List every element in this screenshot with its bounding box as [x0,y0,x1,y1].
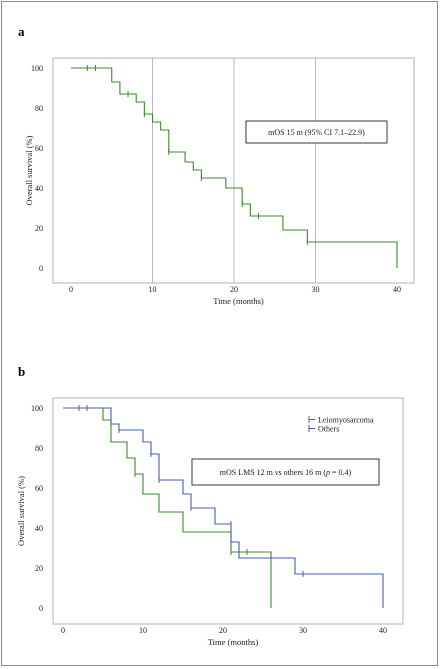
annotation-text-part: others 16 m ( [282,468,327,477]
x-tick-label: 20 [230,285,238,294]
survival-curve-leiomyosarcoma [63,407,272,608]
y-tick-label: 0 [39,604,43,613]
survival-curve-others [63,407,384,608]
chart-panel-a: 0 10 20 30 40 0 20 40 60 80 100 Time (months) Overal… [24,57,415,306]
x-tick-label: 40 [393,285,401,294]
y-tick-label: 100 [31,64,43,73]
y-tick-label: 60 [35,484,43,493]
x-axis-label: Time (months) [208,637,259,647]
panel-letter-b: b [18,364,26,379]
x-tick-label: 10 [139,626,147,635]
y-tick-label: 100 [31,404,43,413]
annotation-text-part: p [325,468,330,477]
x-tick-label: 0 [69,285,73,294]
chart-panel-b: 0 10 20 30 40 0 20 40 60 80 100 Time (months) Overal… [16,397,404,647]
y-tick-label: 20 [35,224,43,233]
y-axis-label: Overall survival (%) [16,476,26,546]
x-tick-label: 30 [312,285,320,294]
y-axis-label: Overall survival (%) [24,135,34,205]
panel-letter-a: a [18,24,25,39]
legend-label: Leiomyosarcoma [318,416,374,425]
y-tick-label: 0 [39,264,43,273]
x-tick-label: 10 [149,285,157,294]
y-tick-label: 60 [35,144,43,153]
legend-label: Others [318,425,339,434]
x-axis-label: Time (months) [213,296,264,306]
x-tick-label: 0 [61,626,65,635]
annotation-box [245,120,388,144]
annotation-text: mOS 15 m (95% CI 7.1–22.9) [268,128,365,137]
x-tick-label: 20 [219,626,227,635]
y-tick-label: 40 [35,524,43,533]
x-tick-label: 30 [299,626,307,635]
annotation-text-part: vs [275,468,282,477]
y-tick-label: 20 [35,564,43,573]
y-tick-label: 40 [35,184,43,193]
y-tick-label: 80 [35,104,43,113]
plot-area [52,397,404,625]
annotation-text-part: = 0.4) [330,468,352,477]
annotation-text-part: mOS LMS 12 m [220,468,275,477]
annotation-box [191,458,380,486]
x-tick-label: 40 [379,626,387,635]
annotation-text: mOS LMS 12 m vs others 16 m (p = 0.4) [220,468,352,477]
y-tick-label: 80 [35,444,43,453]
